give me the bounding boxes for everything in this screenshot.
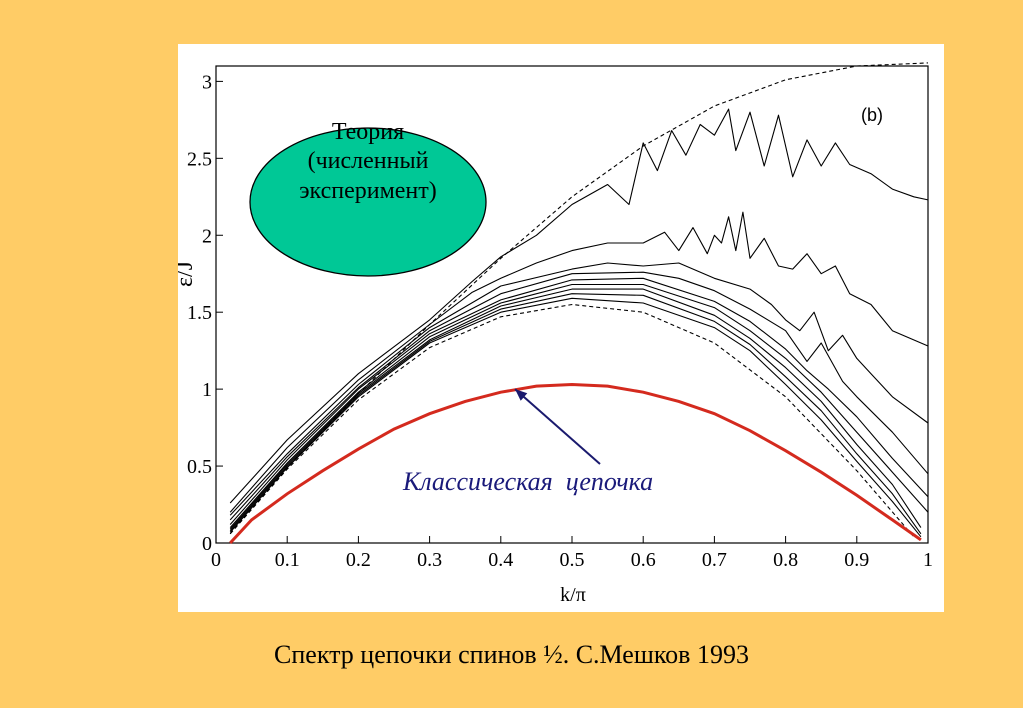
x-tick-label: 0.6 <box>631 549 656 571</box>
y-tick-label: 2.5 <box>187 148 212 170</box>
x-tick-label: 0.4 <box>488 549 513 571</box>
lower-bound-dashed-line <box>229 303 915 538</box>
spectrum-series-line <box>229 297 922 538</box>
ellipse-line-1: Теория <box>332 119 404 145</box>
annotation-text: Классическая цепочка <box>402 467 653 496</box>
axis-ticks: 0 0.1 0.2 0.3 0.4 0.5 0.6 0.7 0.8 0.9 1 0 0.5 1 1.5 2 2.… <box>187 71 933 571</box>
spectrum-series-line <box>229 271 929 521</box>
y-axis-title: ε/J <box>178 261 198 287</box>
ellipse-line-2: (численный <box>308 148 429 174</box>
y-tick-label: 0 <box>202 533 212 555</box>
y-tick-label: 0.5 <box>187 456 212 478</box>
x-tick-label: 0.3 <box>417 549 442 571</box>
spectrum-series-line <box>229 277 929 525</box>
spectrum-series-line <box>229 211 929 513</box>
ellipse-line-3: эксперимент) <box>299 178 437 204</box>
spectrum-series-line <box>229 293 922 535</box>
x-tick-label: 0.8 <box>773 549 798 571</box>
spectrum-series-line <box>229 288 922 530</box>
spectrum-series-line <box>229 262 929 516</box>
x-tick-label: 1 <box>923 549 933 571</box>
x-tick-label: 0.2 <box>346 549 371 571</box>
x-tick-label: 0.5 <box>560 549 585 571</box>
x-tick-label: 0 <box>211 549 221 571</box>
spectrum-series-line <box>229 108 929 504</box>
plot-card: 0 0.1 0.2 0.3 0.4 0.5 0.6 0.7 0.8 0.9 1 0 0.5 1 1.5 2 2.… <box>178 44 944 612</box>
x-tick-label: 0.9 <box>844 549 869 571</box>
y-tick-label: 3 <box>202 71 212 93</box>
annotation-arrow <box>514 388 601 465</box>
spectrum-series-line <box>229 283 929 528</box>
x-tick-label: 0.7 <box>702 549 727 571</box>
classical-chain-curve <box>229 382 922 545</box>
series-layer <box>229 62 929 545</box>
annotation-arrowhead <box>515 389 528 401</box>
x-axis-title: k/π <box>560 584 586 606</box>
y-tick-label: 1.5 <box>187 302 212 324</box>
theory-ellipse <box>249 127 487 277</box>
y-tick-label: 1 <box>202 379 212 401</box>
slide-caption: Спектр цепочки спинов ½. С.Мешков 1993 <box>274 640 749 669</box>
panel-label: (b) <box>861 105 883 125</box>
y-tick-label: 2 <box>202 225 212 247</box>
x-tick-label: 0.1 <box>275 549 300 571</box>
spectrum-chart: 0 0.1 0.2 0.3 0.4 0.5 0.6 0.7 0.8 0.9 1 0 0.5 1 1.5 2 2.… <box>178 62 933 606</box>
